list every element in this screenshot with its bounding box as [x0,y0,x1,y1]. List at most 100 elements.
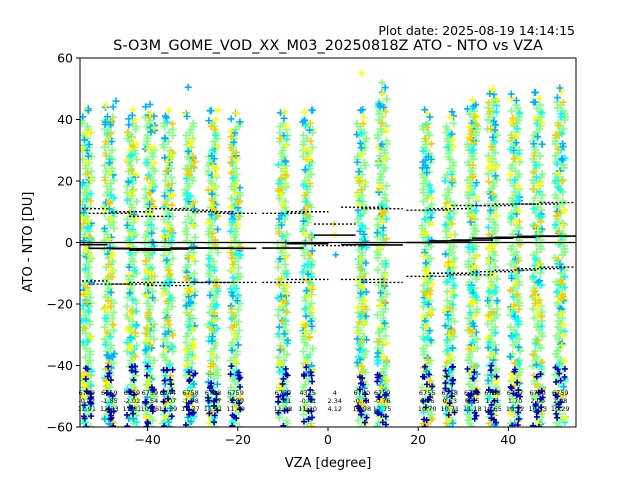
data-point [374,374,381,381]
data-point [183,190,191,198]
data-point [190,205,198,213]
data-point [188,176,197,185]
data-point [559,220,567,228]
data-point [427,242,436,251]
data-point [359,320,368,329]
data-point [165,106,173,114]
data-point [355,328,363,336]
data-point [143,292,151,300]
data-point [274,263,283,272]
data-point [236,184,244,192]
data-point [274,294,282,302]
data-point [533,120,541,128]
data-point [509,404,517,412]
data-point [380,207,388,215]
data-point [233,284,241,292]
data-point [275,393,282,400]
bin-column [204,106,222,427]
data-point [151,159,159,167]
data-point [535,303,543,311]
data-point [227,127,235,135]
data-point [163,167,171,175]
bin-stat-label: 12.23 [100,405,119,413]
data-point [129,218,138,227]
data-point [483,319,492,328]
data-point [168,254,177,263]
data-point [354,304,362,312]
data-point [123,221,131,229]
data-point [538,332,547,341]
data-point [420,364,428,372]
data-point [101,314,109,322]
data-point [143,382,151,390]
data-point [447,353,455,361]
data-point [484,333,492,341]
bin-column [226,109,245,427]
data-point [383,339,391,347]
data-point [511,359,519,367]
data-point [441,322,449,330]
data-point [147,404,154,411]
data-point [308,396,315,403]
data-point [105,159,113,167]
data-point [379,224,387,232]
data-point [428,194,436,202]
data-point [362,419,370,427]
data-point [146,100,154,108]
statistic-lines [80,201,576,287]
bin-column [483,88,502,427]
data-point [165,266,173,274]
y-tick-label: 60 [57,51,73,66]
bin-stat-label: 6757 [507,389,524,397]
data-point [299,410,308,419]
y-tick-label: −20 [47,297,73,312]
data-point [536,344,545,353]
data-point [282,141,290,149]
data-point [537,371,544,378]
data-point [426,181,434,189]
data-point [128,166,136,174]
data-point [181,203,190,212]
data-point [161,279,169,287]
x-axis-label: VZA [degree] [285,456,372,471]
data-point [469,211,477,219]
data-point [161,377,168,384]
data-point [227,194,236,203]
data-point [305,292,313,300]
data-point [487,367,494,374]
data-point [379,352,387,360]
data-point [530,273,538,281]
data-point [552,212,560,220]
data-point [191,233,200,242]
data-point [489,85,497,93]
data-point [466,309,474,317]
data-point [307,137,315,145]
data-point [303,364,310,371]
data-point [108,117,116,125]
data-point [301,296,310,305]
data-point [227,203,235,211]
data-point [354,277,362,285]
data-point [168,201,176,209]
data-point [464,243,472,251]
data-point [301,176,310,185]
data-point [446,113,454,121]
data-point [80,209,88,217]
data-point [231,129,239,137]
data-point [161,176,170,185]
bin-stat-label: -0.41 [299,397,316,405]
bin-column [273,108,292,427]
data-point [102,102,110,110]
data-point [554,393,561,400]
data-point [306,251,314,259]
data-point [301,166,309,174]
data-point [511,382,519,390]
data-point [508,304,516,312]
data-point [510,390,517,397]
data-point [488,316,497,325]
data-point [141,194,150,203]
data-point [123,302,132,311]
data-point [101,415,109,423]
data-point [472,275,481,284]
bin-stat-label: 11.20 [298,405,317,413]
